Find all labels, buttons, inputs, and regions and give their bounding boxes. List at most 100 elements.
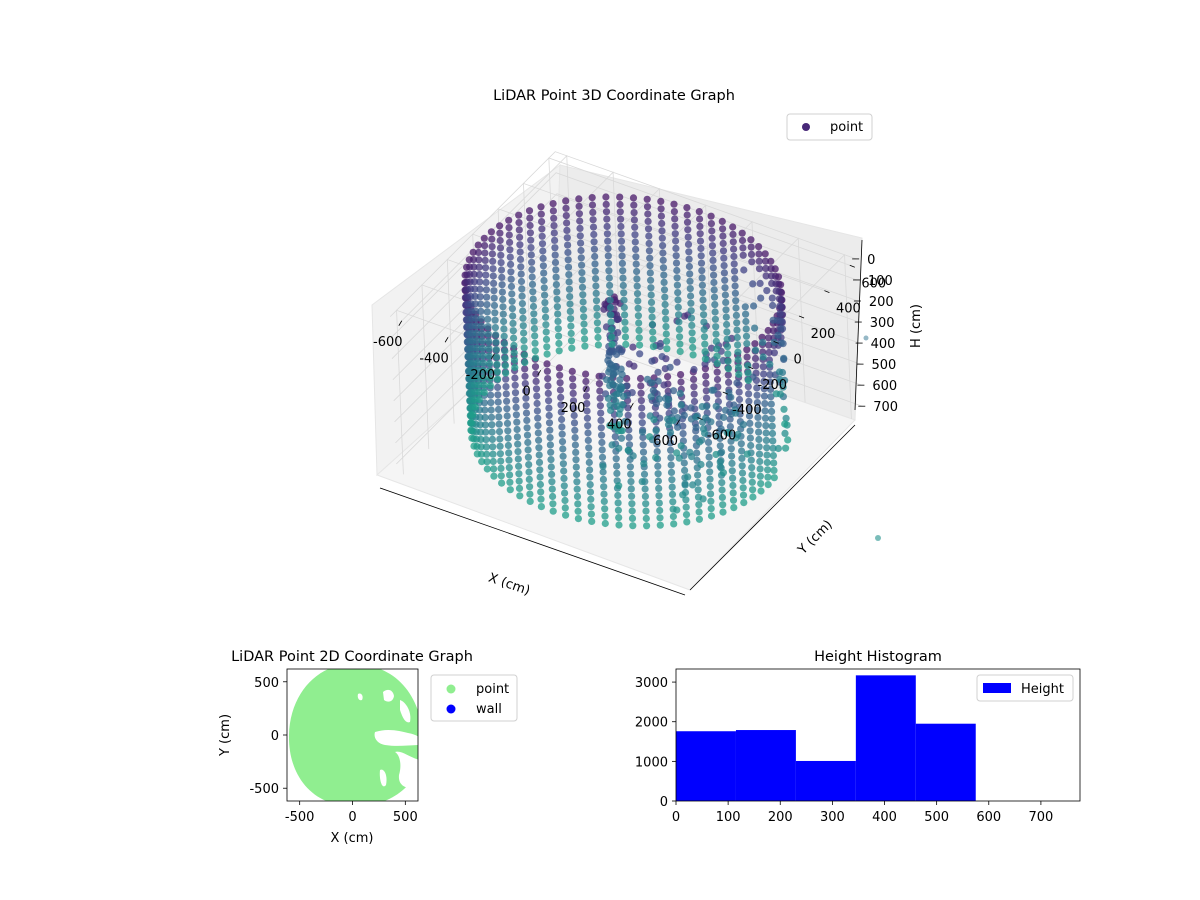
lidar-point (782, 444, 790, 452)
lidar-point (607, 311, 615, 319)
lidar-point (741, 303, 749, 311)
lidar-point (537, 503, 546, 511)
lidar-point (579, 305, 588, 313)
lidar-point (573, 485, 581, 493)
lidar-point (769, 437, 777, 445)
lidar-point (661, 308, 670, 316)
lidar-point (686, 270, 694, 278)
lidar-point (621, 311, 629, 319)
lidar-point (656, 514, 664, 522)
lidar-point (710, 278, 718, 287)
lidar-point (744, 362, 752, 370)
lidar-point (571, 434, 579, 442)
lidar-point (477, 307, 485, 315)
lidar-point (470, 442, 478, 450)
lidar-point (598, 453, 607, 461)
lidar-point (554, 310, 562, 318)
lidar-point (683, 211, 691, 219)
lidar-point (671, 230, 679, 238)
lidar-point (554, 317, 562, 325)
lidar-point (707, 512, 716, 520)
lidar-point (501, 347, 509, 355)
lidar-point (561, 489, 569, 497)
lidar-point (757, 294, 765, 302)
lidar-point (603, 230, 612, 238)
lidar-point (515, 211, 523, 219)
lidar-point (542, 335, 551, 343)
y-tick-label: 0 (271, 729, 279, 744)
x-tick-label: 600 (653, 434, 678, 449)
lidar-point (504, 427, 512, 435)
lidar-point (552, 266, 560, 274)
lidar-point (676, 340, 684, 348)
lidar-point (776, 375, 784, 383)
x-tick-mark (491, 353, 495, 359)
lidar-point (617, 434, 626, 442)
plot-2d-area (288, 669, 418, 801)
lidar-point (532, 377, 540, 385)
lidar-point (654, 462, 662, 470)
lidar-point (511, 381, 519, 389)
lidar-point (514, 455, 522, 463)
lidar-point (542, 321, 550, 329)
lidar-point (537, 488, 545, 496)
lidar-point (621, 326, 629, 334)
lidar-point (734, 348, 742, 356)
lidar-point (646, 254, 654, 262)
lidar-point (500, 340, 509, 348)
z-axis-label-3d: H (cm) (909, 304, 924, 348)
lidar-point (768, 294, 776, 302)
lidar-point (751, 340, 759, 348)
lidar-point (672, 244, 680, 252)
lidar-point (742, 317, 750, 326)
lidar-point (496, 435, 504, 443)
lidar-point (563, 226, 571, 234)
lidar-point (536, 473, 544, 481)
lidar-point (579, 291, 587, 299)
lidar-point (497, 266, 506, 274)
lidar-point (560, 467, 568, 475)
lidar-point (672, 259, 681, 267)
lidar-point (629, 194, 638, 202)
lidar-point (560, 482, 568, 490)
lidar-point (596, 394, 604, 402)
lidar-point (748, 258, 756, 266)
lidar-point (759, 363, 767, 371)
lidar-point (603, 222, 611, 231)
legend-histogram-label: Height (1021, 682, 1064, 697)
lidar-point (672, 252, 680, 260)
lidar-point (719, 501, 727, 509)
lidar-point (718, 217, 726, 225)
lidar-point (523, 424, 531, 432)
lidar-point (723, 343, 732, 351)
lidar-point (632, 245, 640, 253)
lidar-point (674, 296, 682, 304)
lidar-point (753, 399, 762, 407)
lidar-point (734, 356, 742, 364)
lidar-point (492, 331, 500, 339)
lidar-point (562, 197, 570, 205)
lidar-point (649, 343, 658, 351)
grid-line (389, 151, 857, 317)
lidar-point (747, 236, 755, 244)
lidar-point (696, 222, 704, 230)
lidar-point (731, 289, 740, 297)
lidar-point (604, 356, 612, 364)
lidar-point (738, 462, 746, 470)
lidar-point (643, 522, 651, 530)
lidar-point (775, 295, 784, 303)
lidar-point (560, 474, 568, 482)
lidar-point (707, 505, 715, 513)
lidar-point (613, 469, 621, 477)
lidar-point (515, 484, 524, 492)
lidar-point (546, 434, 554, 442)
lidar-point (740, 499, 748, 507)
lidar-point (671, 215, 679, 223)
lidar-point (467, 418, 475, 426)
lidar-point (757, 487, 765, 495)
lidar-point (476, 278, 484, 286)
lidar-point (643, 203, 652, 211)
lidar-point (502, 390, 510, 398)
lidar-point (522, 409, 531, 417)
y-tick-label: 500 (254, 676, 279, 691)
